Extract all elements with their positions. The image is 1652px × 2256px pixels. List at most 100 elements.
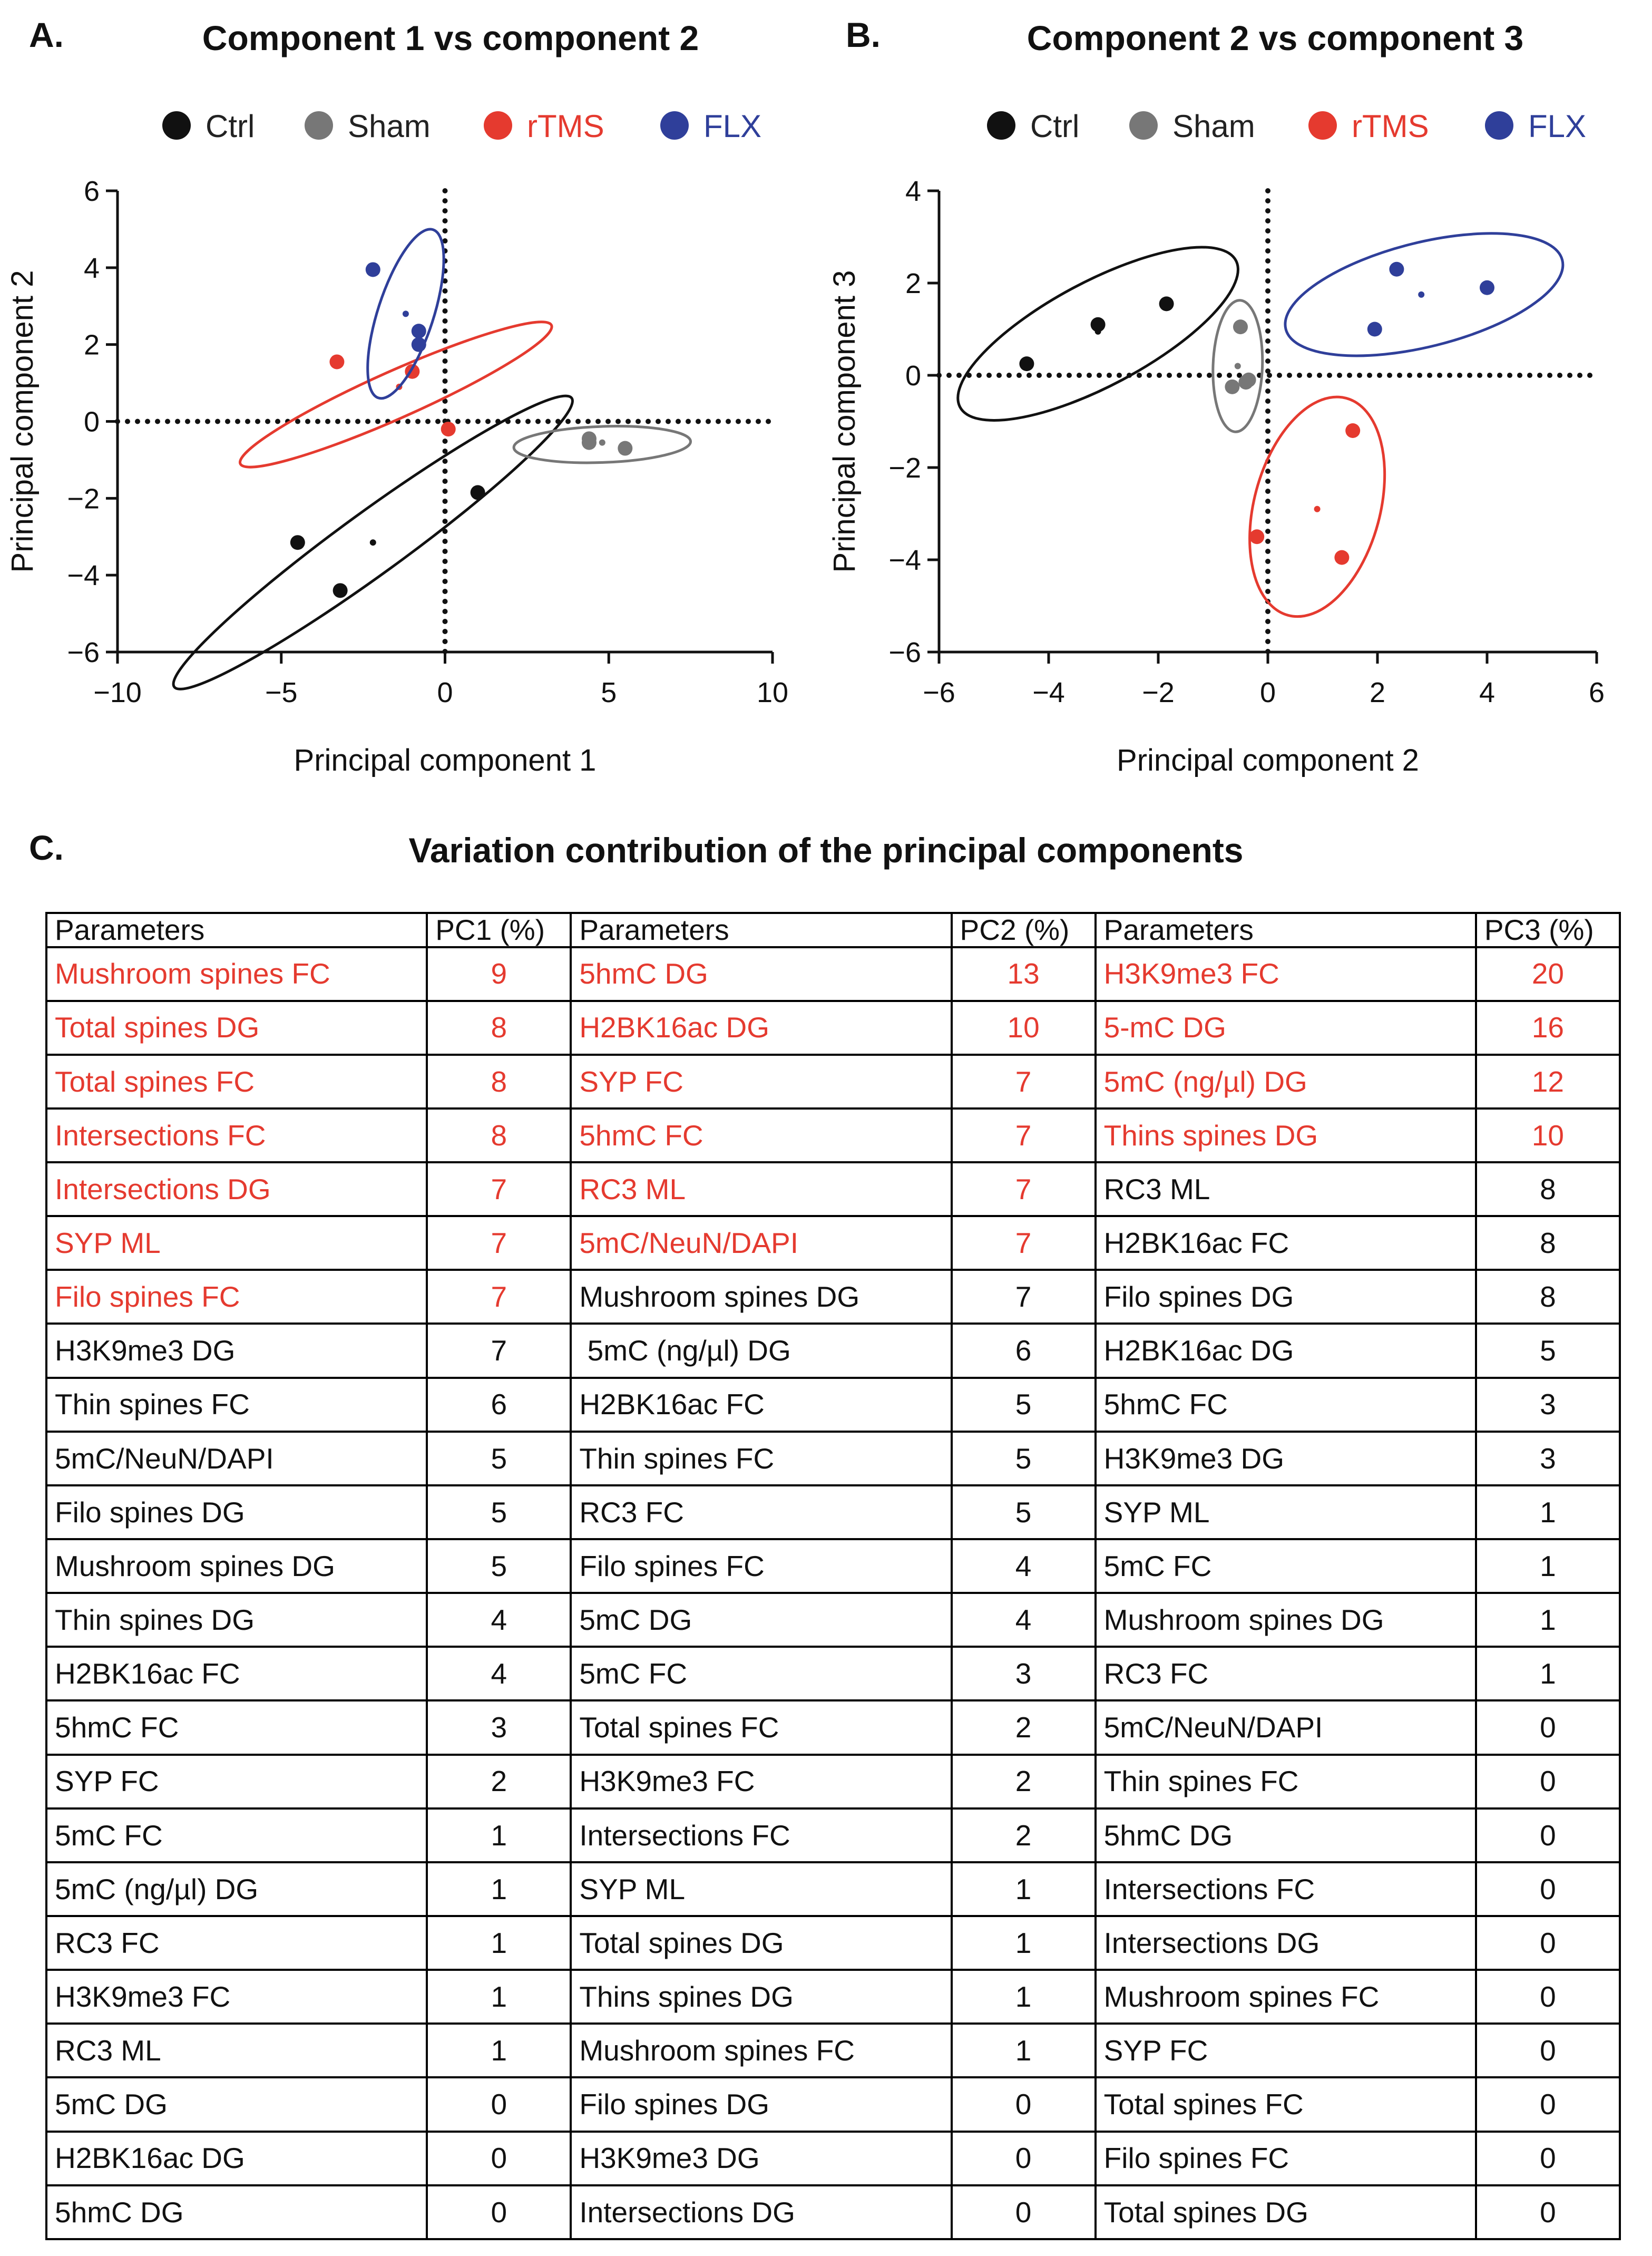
parameter-cell: H2BK16ac DG (570, 999, 953, 1056)
table-row: H2BK16ac FC 4 5mC FC 3 RC3 FC 1 (45, 1646, 1621, 1702)
data-point-sham (1225, 379, 1240, 394)
value-cell: 1 (950, 1861, 1097, 1918)
parameter-cell: 5mC DG (570, 1592, 953, 1648)
parameter-cell: SYP ML (45, 1215, 428, 1271)
table-row: RC3 FC 1 Total spines DG 1 Intersections DG 0 (45, 1915, 1621, 1971)
parameter-cell: RC3 FC (570, 1484, 953, 1541)
parameter-cell: 5hmC DG (570, 946, 953, 1002)
table-row: SYP ML 7 5mC/NeuN/DAPI 7 H2BK16ac FC 8 (45, 1215, 1621, 1271)
value-cell: 16 (1474, 999, 1621, 1056)
table-row: Mushroom spines DG 5 Filo spines FC 4 5mC FC… (45, 1538, 1621, 1594)
parameter-cell: Thins spines DG (1094, 1107, 1477, 1164)
parameter-cell: 5mC (ng/µl) DG (45, 1861, 428, 1918)
parameter-cell: H3K9me3 FC (570, 1753, 953, 1810)
value-cell: 5 (950, 1430, 1097, 1486)
y-tick-label: −2 (888, 452, 921, 484)
value-cell: 9 (426, 946, 572, 1002)
parameter-cell: 5mC FC (570, 1646, 953, 1702)
value-cell: 2 (950, 1807, 1097, 1863)
table-title: Variation contribution of the principal … (408, 831, 1244, 870)
parameter-cell: Thins spines DG (570, 1969, 953, 2025)
value-cell: 20 (1474, 946, 1621, 1002)
value-cell: 8 (1474, 1269, 1621, 1325)
y-axis-label: Principal component 2 (5, 270, 40, 573)
y-tick-label: 4 (905, 176, 921, 207)
parameter-cell: H2BK16ac FC (570, 1376, 953, 1433)
legend-label-rtms: rTMS (1352, 109, 1429, 144)
value-cell: 7 (426, 1269, 572, 1325)
value-cell: 6 (426, 1376, 572, 1433)
parameter-cell: RC3 ML (45, 2022, 428, 2079)
value-cell: 8 (426, 999, 572, 1056)
parameter-cell: Filo spines DG (45, 1484, 428, 1541)
param-header: Parameters (45, 912, 428, 948)
value-cell: 7 (426, 1215, 572, 1271)
y-tick-label: 2 (84, 329, 100, 361)
parameter-cell: Intersections DG (570, 2184, 953, 2241)
x-tick-label: −5 (265, 677, 298, 708)
parameter-cell: Filo spines FC (1094, 2130, 1477, 2186)
y-tick-label: −4 (888, 544, 921, 576)
table-row: Intersections DG 7 RC3 ML 7 RC3 ML 8 (45, 1161, 1621, 1218)
value-cell: 3 (1474, 1430, 1621, 1486)
parameter-cell: Intersections DG (45, 1161, 428, 1218)
data-point-rtms (329, 354, 345, 369)
value-cell: 8 (1474, 1161, 1621, 1218)
parameter-cell: SYP FC (570, 1053, 953, 1110)
data-point-rtms (1334, 550, 1350, 565)
table-row: 5mC FC 1 Intersections FC 2 5hmC DG 0 (45, 1807, 1621, 1863)
table-row: H2BK16ac DG 0 H3K9me3 DG 0 Filo spines FC 0 (45, 2130, 1621, 2186)
data-point-ctrl (1159, 296, 1174, 312)
parameter-cell: Mushroom spines DG (570, 1269, 953, 1325)
data-point-flx (365, 262, 380, 277)
value-cell: 0 (950, 2130, 1097, 2186)
legend-label-sham: Sham (348, 109, 431, 144)
legend-marker-flx (660, 111, 689, 140)
table-row: Mushroom spines FC 9 5hmC DG 13 H3K9me3 FC 20 (45, 946, 1621, 1002)
x-tick-label: −4 (1032, 677, 1065, 708)
value-cell: 0 (426, 2076, 572, 2133)
parameter-cell: Mushroom spines FC (45, 946, 428, 1002)
value-cell: 0 (1474, 2130, 1621, 2186)
x-tick-label: 5 (601, 677, 617, 708)
parameter-cell: H3K9me3 FC (45, 1969, 428, 2025)
parameter-cell: 5hmC FC (45, 1699, 428, 1756)
value-cell: 5 (950, 1484, 1097, 1541)
parameter-cell: 5hmC FC (1094, 1376, 1477, 1433)
value-cell: 1 (1474, 1592, 1621, 1648)
value-cell: 4 (950, 1592, 1097, 1648)
centroid-point-rtms (1314, 505, 1321, 512)
confidence-ellipse-ctrl (172, 394, 574, 691)
parameter-cell: Total spines FC (45, 1053, 428, 1110)
value-cell: 0 (950, 2184, 1097, 2241)
legend-marker-rtms (1308, 111, 1337, 140)
panel-a-letter: A. (29, 15, 64, 54)
value-cell: 8 (1474, 1215, 1621, 1271)
x-tick-label: −6 (923, 677, 955, 708)
chart-title: Component 1 vs component 2 (202, 18, 699, 57)
parameter-cell: Total spines DG (1094, 2184, 1477, 2241)
parameter-cell: Intersections FC (570, 1807, 953, 1863)
table-row: Filo spines DG 5 RC3 FC 5 SYP ML 1 (45, 1484, 1621, 1541)
pc2-header: PC2 (%) (950, 912, 1097, 948)
parameter-cell: Intersections FC (1094, 1861, 1477, 1918)
parameter-cell: RC3 FC (1094, 1646, 1477, 1702)
value-cell: 0 (1474, 2184, 1621, 2241)
table-row: H3K9me3 DG 7 5mC (ng/µl) DG 6 H2BK16ac DG 5 (45, 1323, 1621, 1379)
value-cell: 2 (950, 1699, 1097, 1756)
value-cell: 3 (950, 1646, 1097, 1702)
table-row: 5mC (ng/µl) DG 1 SYP ML 1 Intersections FC 0 (45, 1861, 1621, 1918)
panel-b-letter: B. (846, 15, 881, 54)
table-row: SYP FC 2 H3K9me3 FC 2 Thin spines FC 0 (45, 1753, 1621, 1810)
y-axis-label: Principal component 3 (827, 270, 862, 573)
value-cell: 1 (426, 1969, 572, 2025)
legend-marker-sham (305, 111, 333, 140)
pca-chart-pc1-vs-pc2: Component 1 vs component 2 Ctrl Sham rTMS FL… (5, 18, 788, 777)
parameter-cell: RC3 ML (1094, 1161, 1477, 1218)
legend-label-flx: FLX (703, 109, 761, 144)
table-row: 5hmC DG 0 Intersections DG 0 Total spines DG… (45, 2184, 1621, 2241)
table-row: H3K9me3 FC 1 Thins spines DG 1 Mushroom spin… (45, 1969, 1621, 2025)
value-cell: 8 (426, 1107, 572, 1164)
panel-c-letter: C. (29, 828, 64, 867)
parameter-cell: 5-mC DG (1094, 999, 1477, 1056)
